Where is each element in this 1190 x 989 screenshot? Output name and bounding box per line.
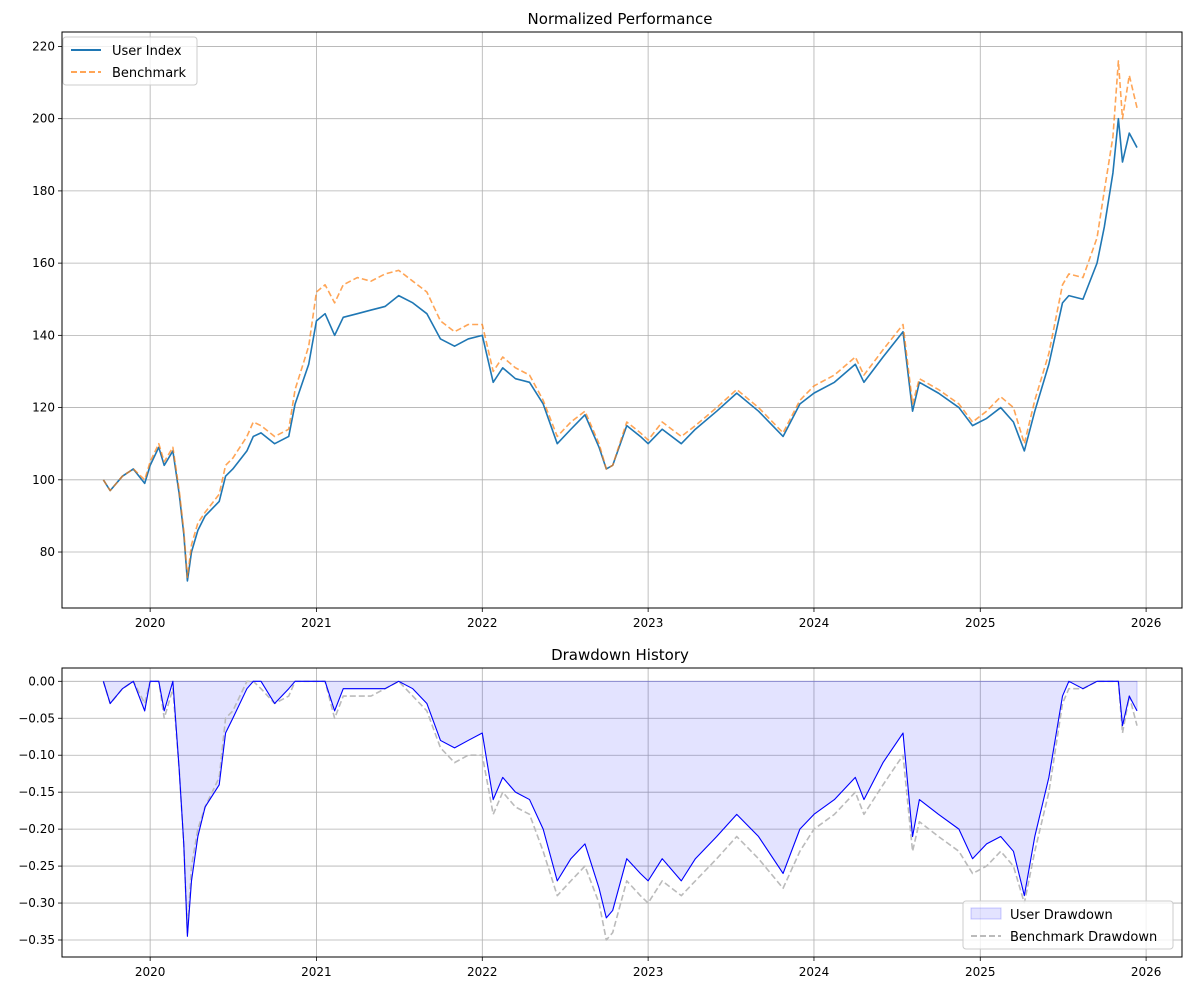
perf-xtick-label: 2021: [301, 616, 332, 630]
dd-xtick-label: 2026: [1131, 965, 1162, 979]
perf-ytick-label: 120: [32, 401, 55, 415]
perf-xtick-label: 2020: [135, 616, 166, 630]
perf-xtick-label: 2025: [965, 616, 996, 630]
dd-xtick-label: 2025: [965, 965, 996, 979]
perf-xtick-label: 2022: [467, 616, 498, 630]
series-line-benchmark: [102, 60, 1138, 579]
perf-ytick-label: 160: [32, 256, 55, 270]
drawdown-legend: User Drawdown Benchmark Drawdown: [962, 900, 1174, 950]
drawdown-plot-frame: [61, 667, 1183, 958]
legend-label-benchmark: Benchmark: [112, 66, 187, 81]
series-line-user-index: [102, 117, 1138, 582]
drawdown-legend-box: [962, 900, 1174, 950]
dd-ytick-label: −0.20: [18, 822, 55, 836]
dd-ytick-label: −0.10: [18, 748, 55, 762]
drawdown-chart-title: Drawdown History: [551, 646, 689, 664]
perf-ytick-label: 200: [32, 112, 55, 126]
performance-chart-title: Normalized Performance: [528, 10, 713, 28]
dd-xtick-label: 2024: [799, 965, 830, 979]
legend-label-user-index: User Index: [112, 44, 182, 59]
performance-plot-frame: [61, 31, 1183, 609]
perf-xtick-label: 2023: [633, 616, 664, 630]
dd-ytick-label: −0.05: [18, 711, 55, 725]
perf-xtick-label: 2026: [1131, 616, 1162, 630]
performance-legend: User Index Benchmark: [62, 36, 198, 86]
drawdown-axis-ticks: 2020 2021 2022 2023 2024 2025 2026 0.00 −0.05 −0.…: [18, 674, 1161, 979]
series-line-user-drawdown: [102, 680, 1138, 937]
legend-label-benchmark-drawdown: Benchmark Drawdown: [1010, 930, 1157, 945]
dd-ytick-label: −0.35: [18, 933, 55, 947]
dd-xtick-label: 2022: [467, 965, 498, 979]
performance-chart: Normalized Performance 2020 2021 2022 2023 2…: [32, 10, 1183, 630]
performance-grid: [62, 32, 1182, 608]
perf-ytick-label: 220: [32, 39, 55, 53]
dd-xtick-label: 2021: [301, 965, 332, 979]
drawdown-grid: [62, 668, 1182, 957]
dd-ytick-label: −0.15: [18, 785, 55, 799]
perf-xtick-label: 2024: [799, 616, 830, 630]
series-line-benchmark-drawdown: [102, 680, 1138, 941]
perf-ytick-label: 180: [32, 184, 55, 198]
dd-ytick-label: −0.30: [18, 896, 55, 910]
dd-xtick-label: 2023: [633, 965, 664, 979]
legend-swatch-user-drawdown: [970, 907, 1002, 920]
drawdown-series: [102, 680, 1138, 941]
perf-ytick-label: 80: [40, 545, 55, 559]
perf-ytick-label: 100: [32, 473, 55, 487]
performance-axis-ticks: 2020 2021 2022 2023 2024 2025 2026 80 100 120 140 1…: [32, 39, 1161, 630]
perf-ytick-label: 140: [32, 328, 55, 342]
drawdown-chart: Drawdown History 2020 2021 2022 2023 2024 202…: [18, 646, 1183, 979]
performance-series: [102, 60, 1138, 582]
dd-xtick-label: 2020: [135, 965, 166, 979]
dd-ytick-label: 0.00: [28, 674, 55, 688]
legend-label-user-drawdown: User Drawdown: [1010, 908, 1113, 923]
dd-ytick-label: −0.25: [18, 859, 55, 873]
